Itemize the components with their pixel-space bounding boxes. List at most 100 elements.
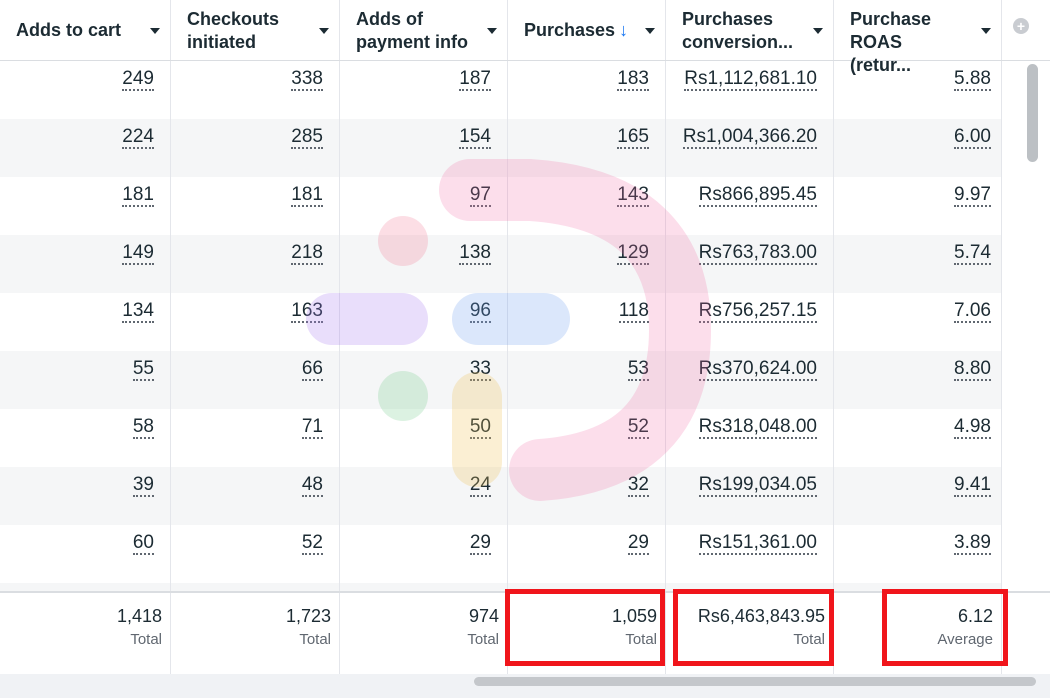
table-row: 249 338 187 183 Rs1,112,681.10 5.88 (0, 61, 1002, 119)
cell-purchases: 183 (508, 61, 666, 119)
horizontal-scrollbar-thumb[interactable] (474, 677, 1036, 686)
cell-value-link[interactable]: 50 (469, 416, 491, 439)
cell-value-link[interactable]: 138 (459, 242, 491, 265)
chevron-down-icon[interactable] (645, 28, 655, 34)
cell-value-link[interactable]: Rs1,004,366.20 (682, 126, 817, 149)
cell-adds-to-cart: 249 (0, 61, 171, 119)
column-header-purchases[interactable]: Purchases ↓ (508, 0, 666, 60)
column-header-purchases-conversion[interactable]: Purchases conversion... (666, 0, 834, 60)
cell-value-link[interactable]: 7.06 (954, 300, 991, 323)
cell-value-link[interactable]: 60 (132, 532, 154, 555)
cell-value-link[interactable]: 3.89 (954, 532, 991, 555)
cell-partial (666, 583, 834, 591)
cell-value-link[interactable]: 24 (469, 474, 491, 497)
cell-adds-of-payment-info: 24 (340, 467, 508, 525)
column-header-label: Purchases (524, 20, 616, 40)
cell-value-link[interactable]: 48 (301, 474, 323, 497)
table-row-partial (0, 583, 1002, 591)
cell-value-link[interactable]: 29 (469, 532, 491, 555)
cell-purchase-roas: 4.98 (834, 409, 1002, 467)
table-footer-totals: 1,418 Total 1,723 Total 974 Total 1,059 … (0, 591, 1050, 674)
cell-value-link[interactable]: 163 (291, 300, 323, 323)
cell-value-link[interactable]: 338 (291, 68, 323, 91)
cell-value-link[interactable]: 154 (459, 126, 491, 149)
cell-value-link[interactable]: 181 (122, 184, 154, 207)
cell-adds-to-cart: 55 (0, 351, 171, 409)
cell-value-link[interactable]: 39 (132, 474, 154, 497)
cell-value-link[interactable]: 33 (469, 358, 491, 381)
cell-value-link[interactable]: 52 (627, 416, 649, 439)
cell-value-link[interactable]: 9.41 (954, 474, 991, 497)
chevron-down-icon[interactable] (150, 28, 160, 34)
chevron-down-icon[interactable] (813, 28, 823, 34)
cell-value-link[interactable]: 5.88 (954, 68, 991, 91)
cell-value-link[interactable]: 183 (617, 68, 649, 91)
cell-value-link[interactable]: 55 (132, 358, 154, 381)
cell-adds-of-payment-info: 96 (340, 293, 508, 351)
cell-value-link[interactable]: 9.97 (954, 184, 991, 207)
cell-value-link[interactable]: 58 (132, 416, 154, 439)
cell-purchases-conversion-value: Rs866,895.45 (666, 177, 834, 235)
column-header-purchase-roas[interactable]: Purchase ROAS (retur... (834, 0, 1002, 75)
cell-value-link[interactable]: Rs763,783.00 (698, 242, 817, 265)
cell-purchases-conversion-value: Rs1,112,681.10 (666, 61, 834, 119)
total-label: Total (130, 631, 162, 648)
cell-value-link[interactable]: 224 (122, 126, 154, 149)
chevron-down-icon[interactable] (981, 28, 991, 34)
cell-value-link[interactable]: 187 (459, 68, 491, 91)
cell-checkouts-initiated: 71 (171, 409, 340, 467)
table-row: 224 285 154 165 Rs1,004,366.20 6.00 (0, 119, 1002, 177)
cell-value-link[interactable]: 118 (618, 300, 649, 323)
sort-descending-icon[interactable]: ↓ (619, 20, 629, 40)
cell-purchase-roas: 3.89 (834, 525, 1002, 583)
chevron-down-icon[interactable] (319, 28, 329, 34)
cell-value-link[interactable]: 143 (617, 184, 649, 207)
column-header-label: Adds to cart (16, 20, 122, 40)
cell-value-link[interactable]: 129 (617, 242, 649, 265)
average-label: Average (937, 631, 993, 648)
vertical-scrollbar-track[interactable] (1002, 61, 1050, 591)
cell-partial (340, 583, 508, 591)
cell-value-link[interactable]: 52 (301, 532, 323, 555)
cell-value-link[interactable]: Rs1,112,681.10 (684, 68, 817, 91)
cell-value-link[interactable]: 134 (122, 300, 154, 323)
cell-value-link[interactable]: 53 (627, 358, 649, 381)
cell-partial (508, 583, 666, 591)
cell-value-link[interactable]: Rs370,624.00 (698, 358, 817, 381)
cell-value-link[interactable]: 249 (122, 68, 154, 91)
cell-value-link[interactable]: 29 (627, 532, 649, 555)
cell-value-link[interactable]: 165 (617, 126, 649, 149)
cell-value-link[interactable]: 66 (301, 358, 323, 381)
cell-value-link[interactable]: Rs866,895.45 (698, 184, 817, 207)
cell-value-link[interactable]: 285 (291, 126, 323, 149)
cell-value-link[interactable]: Rs199,034.05 (698, 474, 817, 497)
add-column-icon[interactable]: + (1013, 18, 1029, 34)
cell-value-link[interactable]: 8.80 (954, 358, 991, 381)
cell-value-link[interactable]: 218 (291, 242, 323, 265)
column-header-label: Checkouts (187, 9, 280, 29)
cell-value-link[interactable]: 32 (627, 474, 649, 497)
cell-value-link[interactable]: 5.74 (954, 242, 991, 265)
cell-value-link[interactable]: 6.00 (954, 126, 991, 149)
cell-value-link[interactable]: Rs756,257.15 (698, 300, 817, 323)
column-header-checkouts-initiated[interactable]: Checkouts initiated (171, 0, 340, 60)
total-value: 974 (468, 606, 499, 626)
total-cell: 974 Total (340, 593, 508, 674)
column-header-adds-to-cart[interactable]: Adds to cart (0, 0, 171, 60)
cell-checkouts-initiated: 52 (171, 525, 340, 583)
cell-value-link[interactable]: 71 (301, 416, 323, 439)
cell-value-link[interactable]: 149 (122, 242, 154, 265)
total-cell: 1,418 Total (0, 593, 171, 674)
table-row: 60 52 29 29 Rs151,361.00 3.89 (0, 525, 1002, 583)
cell-adds-to-cart: 181 (0, 177, 171, 235)
column-header-adds-of-payment-info[interactable]: Adds of payment info (340, 0, 508, 60)
cell-value-link[interactable]: 181 (291, 184, 323, 207)
chevron-down-icon[interactable] (487, 28, 497, 34)
cell-value-link[interactable]: 96 (469, 300, 491, 323)
cell-value-link[interactable]: 97 (469, 184, 491, 207)
cell-value-link[interactable]: Rs151,361.00 (698, 532, 817, 555)
table-row: 58 71 50 52 Rs318,048.00 4.98 (0, 409, 1002, 467)
vertical-scrollbar-thumb[interactable] (1027, 64, 1038, 162)
cell-value-link[interactable]: Rs318,048.00 (698, 416, 817, 439)
cell-value-link[interactable]: 4.98 (954, 416, 991, 439)
